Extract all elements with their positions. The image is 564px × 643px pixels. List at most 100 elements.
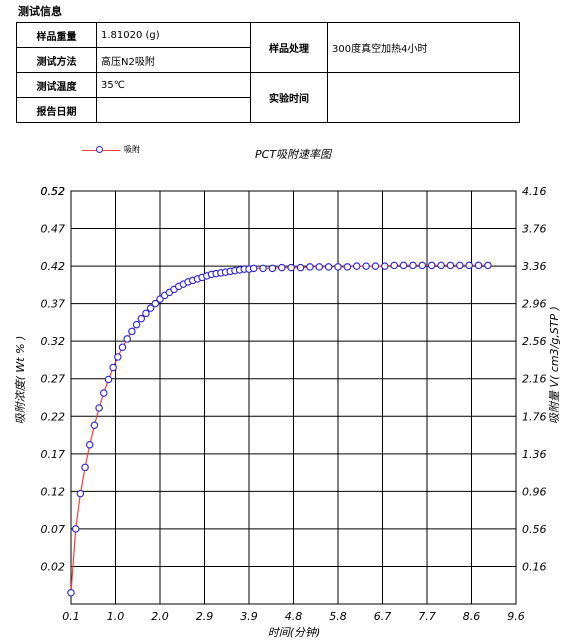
y-tick-labels: 0.02 0.07 0.12 0.17 0.22 0.27 0.32 0.37 0.42 0.47…: [41, 185, 66, 573]
data-point: [296, 263, 305, 272]
section-title: 测试信息: [18, 5, 62, 18]
data-point: [132, 320, 141, 329]
y2-tick-label: 2.56: [522, 335, 547, 348]
data-point: [118, 343, 127, 351]
sample-weight-value: 1.81020 (g): [96, 22, 251, 48]
x-tick-label: 1.0: [107, 610, 125, 623]
data-point: [95, 404, 103, 412]
report-date-value: [96, 97, 251, 123]
x-tick-label: 0.1: [62, 610, 80, 623]
y-tick-label: 0.27: [41, 373, 66, 386]
data-point: [352, 262, 361, 270]
data-point: [381, 262, 389, 270]
data-point: [128, 327, 136, 336]
y2-tick-label: 1.76: [522, 410, 547, 423]
data-point: [287, 263, 295, 272]
grid-lines: [71, 190, 516, 604]
data-point: [259, 264, 267, 273]
data-point: [76, 489, 85, 498]
data-point: [142, 309, 150, 318]
legend-marker-swatch: [96, 146, 103, 153]
data-point: [474, 261, 483, 270]
x-tick-label: 2.0: [151, 610, 169, 623]
y2-tick-labels: 0.16 0.56 0.96 1.36 1.76 2.16 2.56 2.96 3.36 3.76…: [522, 185, 547, 573]
y-tick-label: 0.47: [41, 223, 66, 236]
x-tick-label: 2.9: [196, 610, 214, 623]
sample-weight-label: 样品重量: [16, 22, 97, 48]
data-point: [249, 264, 258, 273]
data-point: [315, 263, 324, 271]
data-point: [465, 261, 473, 270]
y-tick-label: 0.37: [41, 298, 66, 311]
y2-tick-label: 3.36: [522, 260, 547, 273]
data-point: [123, 335, 131, 343]
report-date-label: 报告日期: [16, 97, 97, 123]
y-tick-label: 0.07: [41, 523, 66, 536]
x-tick-label: 5.8: [329, 610, 347, 623]
data-point: [446, 261, 455, 270]
data-point: [104, 375, 113, 384]
data-point: [151, 299, 160, 308]
data-point: [324, 263, 333, 271]
table-row: 报告日期: [16, 97, 520, 123]
y2-tick-label: 2.96: [522, 298, 547, 311]
x-tick-label: 8.6: [463, 610, 481, 623]
y2-tick-label: 4.16: [522, 185, 547, 198]
data-point: [427, 261, 436, 270]
y2-tick-label: 3.76: [522, 223, 547, 236]
y-tick-label: 0.02: [41, 560, 66, 573]
data-point: [399, 261, 408, 270]
data-point: [109, 363, 117, 372]
y2-tick-label: 2.16: [522, 373, 547, 386]
series-points: [67, 261, 492, 597]
x-tick-label: 7.7: [418, 610, 436, 623]
y2-tick-label: 1.36: [522, 448, 547, 461]
y-tick-label: 0.12: [41, 485, 66, 498]
data-point: [390, 261, 398, 270]
experiment-time-value: [327, 72, 520, 123]
data-point: [334, 263, 342, 271]
data-point: [137, 314, 146, 323]
data-point: [343, 263, 352, 271]
x-tick-label: 9.6: [507, 610, 525, 623]
data-point: [409, 261, 417, 270]
legend-series-label: 吸附: [124, 145, 140, 154]
test-temp-value: 35℃: [96, 72, 251, 98]
data-point: [437, 261, 445, 270]
table-row: 测试温度 35℃ 实验时间: [16, 72, 520, 123]
data-point: [484, 261, 492, 270]
data-point: [100, 389, 108, 397]
y2-tick-label: 0.16: [522, 560, 547, 573]
y2-tick-label: 0.96: [522, 485, 547, 498]
y2-tick-label: 0.56: [522, 523, 547, 536]
x-axis-label: 时间(分钟): [268, 626, 321, 639]
y-tick-label: 0.42: [41, 260, 66, 273]
y2-axis-label: 吸附量 V( cm3/g,STP ): [548, 306, 561, 424]
y-axis-label: 吸附浓度( Wt % ): [14, 336, 27, 425]
x-tick-labels: 0.1 1.0 2.0 2.9 3.9 4.8 5.8 6.7 7.7 8.6 9.6: [62, 610, 525, 623]
x-tick-label: 4.8: [285, 610, 303, 623]
data-point: [90, 421, 99, 430]
sample-treatment-label: 样品处理: [250, 22, 328, 73]
chart-title: PCT吸附速率图: [255, 148, 332, 161]
series-line: [70, 264, 488, 593]
data-point: [456, 261, 464, 270]
data-point: [85, 441, 94, 449]
data-point: [81, 463, 89, 472]
data-point: [71, 525, 80, 533]
data-point: [67, 588, 75, 597]
y-tick-label: 0.22: [41, 410, 66, 423]
data-point: [278, 263, 286, 272]
x-tick-label: 6.7: [374, 610, 392, 623]
data-point: [156, 295, 164, 303]
y-tick-label: 0.17: [41, 448, 66, 461]
data-point: [146, 304, 155, 312]
data-point: [418, 261, 427, 270]
data-point: [306, 263, 314, 271]
x-tick-label: 3.9: [240, 610, 258, 623]
data-point: [114, 353, 122, 361]
data-point: [371, 262, 380, 270]
test-info-table: 样品重量 1.81020 (g) 样品处理 300度真空加热4小时 测试方法 高…: [16, 22, 520, 123]
data-point: [362, 262, 370, 270]
